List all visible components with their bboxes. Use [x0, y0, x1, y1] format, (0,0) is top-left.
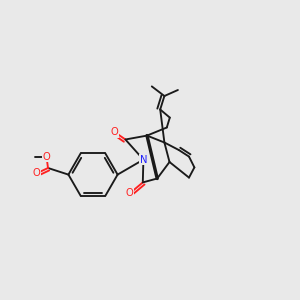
Text: O: O	[43, 152, 50, 162]
Text: O: O	[126, 188, 134, 199]
Text: N: N	[140, 154, 147, 165]
Text: O: O	[111, 127, 119, 137]
Text: O: O	[33, 168, 41, 178]
